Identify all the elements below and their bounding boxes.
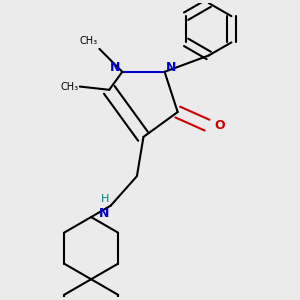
Text: H: H — [101, 194, 109, 204]
Text: N: N — [110, 61, 121, 74]
Text: CH₃: CH₃ — [60, 82, 78, 92]
Text: O: O — [214, 118, 225, 132]
Text: N: N — [166, 61, 177, 74]
Text: CH₃: CH₃ — [80, 36, 98, 46]
Text: N: N — [99, 207, 109, 220]
